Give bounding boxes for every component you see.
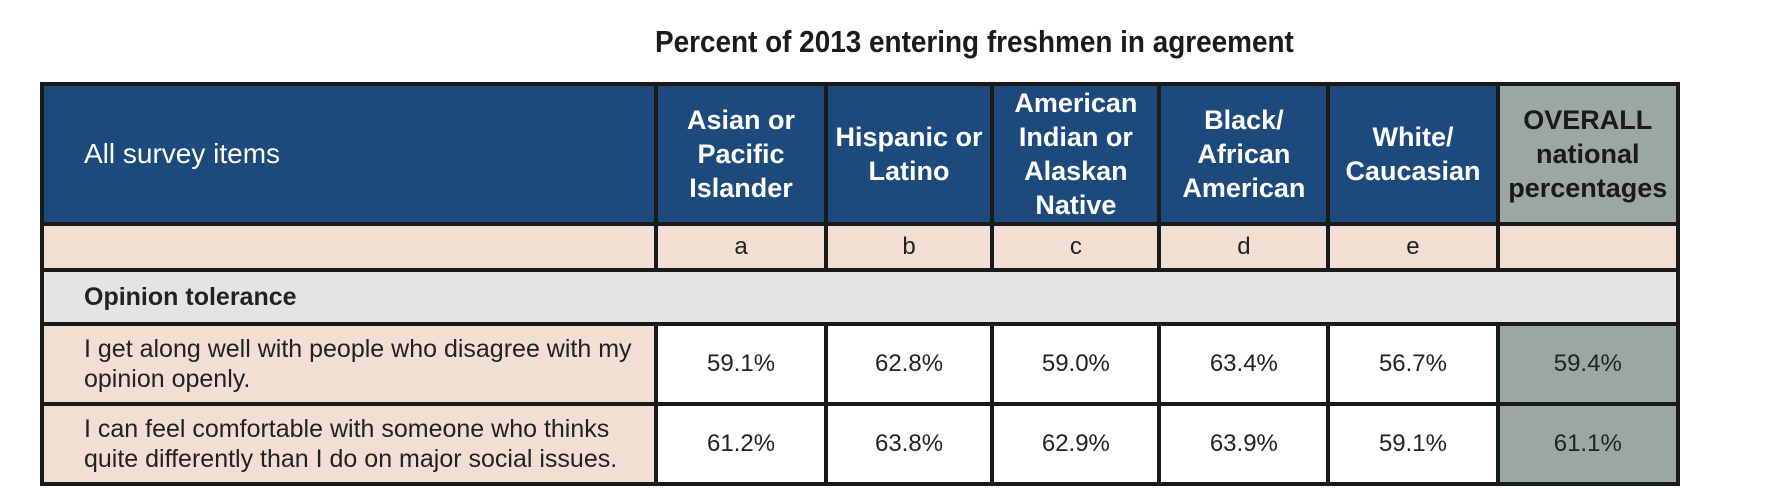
letter-cell-overall [1495,222,1681,272]
table-cell: 61.2% [654,402,828,486]
table-cell: 63.4% [1157,322,1331,406]
letter-row: a b c d e [39,222,1681,272]
table-row: I get along well with people who disagre… [39,322,1681,406]
letter-cell-b: b [823,222,995,272]
letter-cell-blank [39,222,659,272]
table-row: I can feel comfortable with someone who … [39,402,1681,486]
table-cell: 59.1% [654,322,828,406]
table-cell-overall: 61.1% [1495,402,1681,486]
letter-cell-c: c [990,222,1162,272]
table-cell: 59.1% [1326,402,1500,486]
section-row: Opinion tolerance [40,268,1680,326]
column-header-items: All survey items [39,82,659,226]
section-title: Opinion tolerance [40,268,1680,326]
column-header-black: Black/ African American [1157,82,1331,226]
header-row: All survey items Asian or Pacific Island… [39,82,1681,226]
survey-table: All survey items Asian or Pacific Island… [39,82,1681,486]
letter-cell-d: d [1157,222,1331,272]
column-header-asian: Asian or Pacific Islander [654,82,828,226]
column-header-american-indian: American Indian or Alaskan Native [990,82,1162,226]
column-header-hispanic: Hispanic or Latino [823,82,995,226]
table-cell-overall: 59.4% [1495,322,1681,406]
table-cell: 63.9% [1157,402,1331,486]
letter-cell-e: e [1326,222,1500,272]
table-title: Percent of 2013 entering freshmen in agr… [655,24,1294,59]
table-cell: 59.0% [990,322,1162,406]
column-header-overall: OVERALL national percentages [1495,82,1681,226]
table-cell: 62.9% [990,402,1162,486]
table-cell: 63.8% [823,402,995,486]
row-item-label: I can feel comfortable with someone who … [39,402,659,486]
table-cell: 62.8% [823,322,995,406]
letter-cell-a: a [654,222,828,272]
row-item-label: I get along well with people who disagre… [39,322,659,406]
column-header-white: White/ Caucasian [1326,82,1500,226]
table-cell: 56.7% [1326,322,1500,406]
